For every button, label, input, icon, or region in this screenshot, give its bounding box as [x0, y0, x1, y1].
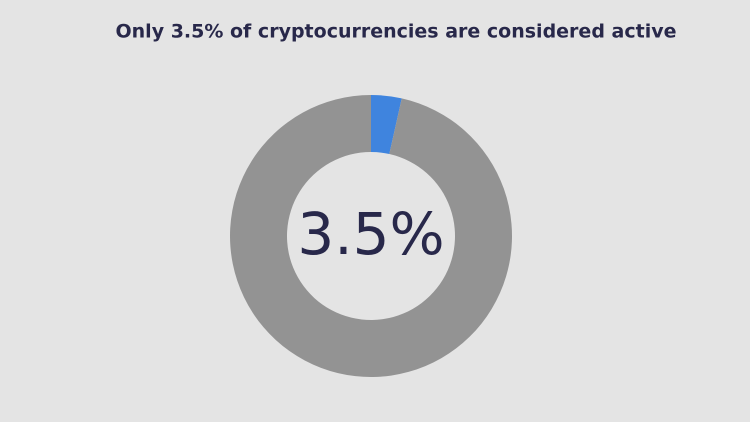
- donut-segment: [371, 95, 402, 155]
- donut-segment: [230, 94, 513, 377]
- chart-title: Only 3.5% of cryptocurrencies are consid…: [116, 21, 677, 43]
- center-label: 3.5%: [297, 200, 444, 268]
